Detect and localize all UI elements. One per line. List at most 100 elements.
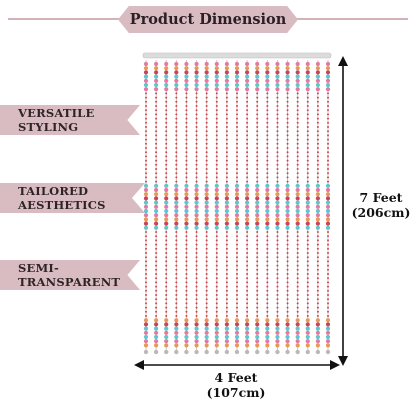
bead bbox=[174, 61, 179, 67]
bead bbox=[246, 239, 249, 242]
bead-strand bbox=[224, 60, 230, 355]
bead bbox=[185, 159, 188, 162]
bead bbox=[204, 326, 209, 331]
bead bbox=[246, 168, 249, 170]
bead bbox=[145, 130, 147, 133]
bead bbox=[327, 117, 329, 120]
bead bbox=[245, 183, 250, 188]
bead bbox=[195, 277, 198, 280]
bead bbox=[185, 243, 188, 246]
bead bbox=[265, 82, 270, 88]
bead bbox=[215, 306, 218, 309]
bead bbox=[296, 159, 299, 162]
bead bbox=[224, 330, 229, 335]
bead bbox=[195, 273, 198, 275]
bead bbox=[195, 264, 198, 267]
bead bbox=[143, 78, 149, 83]
bead bbox=[266, 96, 269, 99]
bead bbox=[327, 105, 329, 107]
bead bbox=[305, 213, 310, 218]
bead bbox=[276, 176, 279, 179]
bead bbox=[275, 339, 280, 344]
bead bbox=[174, 66, 179, 71]
bead bbox=[165, 180, 168, 183]
bead bbox=[327, 277, 329, 280]
bead-strand bbox=[275, 60, 280, 355]
bead bbox=[327, 142, 329, 145]
bead bbox=[174, 183, 179, 188]
bead bbox=[286, 142, 289, 145]
bead bbox=[234, 204, 240, 209]
bead bbox=[306, 151, 309, 154]
bead bbox=[306, 172, 309, 175]
bead bbox=[305, 192, 310, 197]
bead bbox=[315, 221, 320, 226]
bead bbox=[286, 235, 289, 238]
bead bbox=[224, 204, 229, 209]
bead bbox=[315, 318, 320, 323]
bead bbox=[296, 113, 299, 116]
bead bbox=[305, 225, 310, 230]
bead bbox=[295, 208, 300, 214]
bead bbox=[204, 225, 209, 230]
bead bbox=[255, 318, 260, 323]
bead bbox=[155, 298, 158, 301]
bead bbox=[245, 343, 250, 348]
bead bbox=[316, 294, 319, 296]
bead bbox=[245, 192, 250, 197]
bead bbox=[185, 155, 188, 158]
strand-end-bead bbox=[255, 349, 260, 355]
bead bbox=[143, 196, 149, 201]
bead bbox=[265, 213, 270, 218]
bead bbox=[155, 256, 158, 259]
bead bbox=[185, 235, 188, 238]
bead bbox=[185, 285, 188, 288]
bead bbox=[255, 208, 260, 214]
bead bbox=[236, 151, 238, 154]
bead bbox=[316, 252, 319, 254]
bead bbox=[285, 339, 290, 344]
bead bbox=[215, 172, 218, 175]
bead bbox=[155, 168, 158, 170]
bead bbox=[265, 196, 270, 201]
bead bbox=[327, 138, 329, 141]
bead bbox=[165, 268, 168, 271]
bead bbox=[143, 66, 149, 71]
bead bbox=[236, 273, 238, 275]
bead bbox=[306, 147, 309, 149]
bead bbox=[195, 315, 198, 317]
bead bbox=[205, 155, 208, 158]
bead bbox=[305, 339, 310, 344]
bead bbox=[184, 74, 189, 79]
bead bbox=[276, 100, 279, 103]
bead bbox=[325, 204, 331, 209]
bead bbox=[215, 163, 218, 166]
bead bbox=[316, 105, 319, 107]
bead bbox=[185, 109, 188, 112]
bead bbox=[175, 163, 178, 166]
bead bbox=[225, 247, 228, 250]
bead bbox=[236, 302, 238, 305]
bead bbox=[175, 147, 178, 149]
bead bbox=[205, 310, 208, 313]
bead bbox=[327, 281, 329, 284]
bead bbox=[296, 130, 299, 133]
width-feet: 4 Feet bbox=[214, 370, 258, 385]
bead bbox=[215, 264, 218, 267]
bead bbox=[246, 289, 249, 292]
bead bbox=[195, 243, 198, 246]
bead bbox=[327, 243, 329, 246]
bead bbox=[195, 252, 198, 254]
bead bbox=[175, 105, 178, 107]
bead bbox=[325, 225, 331, 230]
bead bbox=[215, 277, 218, 280]
bead bbox=[306, 138, 309, 141]
bead bbox=[205, 142, 208, 145]
bead bbox=[175, 256, 178, 259]
bead bbox=[295, 213, 300, 218]
bead bbox=[194, 322, 199, 327]
bead bbox=[164, 343, 169, 348]
bead bbox=[295, 61, 300, 67]
bead bbox=[215, 294, 218, 296]
bead bbox=[175, 252, 178, 254]
